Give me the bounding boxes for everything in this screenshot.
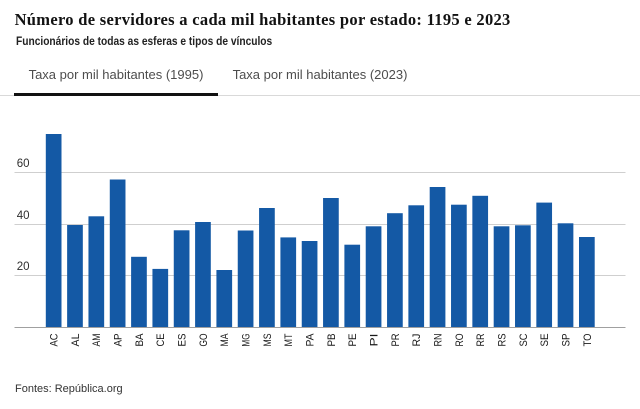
svg-text:20: 20 [17,261,30,273]
svg-text:GO: GO [198,333,210,346]
svg-text:AC: AC [49,333,61,346]
svg-text:PB: PB [326,334,338,347]
svg-text:BA: BA [134,333,146,347]
svg-text:SE: SE [539,334,551,347]
svg-text:SP: SP [560,334,572,347]
svg-text:RJ: RJ [411,334,423,347]
svg-text:SC: SC [518,333,530,346]
svg-text:MG: MG [241,334,253,347]
svg-text:RN: RN [432,333,444,346]
svg-text:PE: PE [347,334,359,347]
svg-text:PA: PA [304,333,316,347]
svg-text:AP: AP [113,334,125,347]
svg-text:AM: AM [91,334,103,347]
svg-text:MS: MS [262,334,274,347]
svg-text:60: 60 [17,158,30,170]
svg-text:ES: ES [177,334,189,347]
svg-text:RS: RS [496,334,508,347]
svg-text:MA: MA [219,333,231,347]
svg-text:MT: MT [283,333,295,346]
svg-text:PI: PI [368,334,380,347]
svg-text:40: 40 [17,210,30,222]
svg-text:AL: AL [70,334,82,347]
svg-text:RO: RO [454,333,466,346]
svg-text:TO: TO [582,333,594,346]
svg-text:RR: RR [475,333,487,346]
svg-text:PR: PR [390,333,402,346]
svg-text:CE: CE [155,334,167,347]
